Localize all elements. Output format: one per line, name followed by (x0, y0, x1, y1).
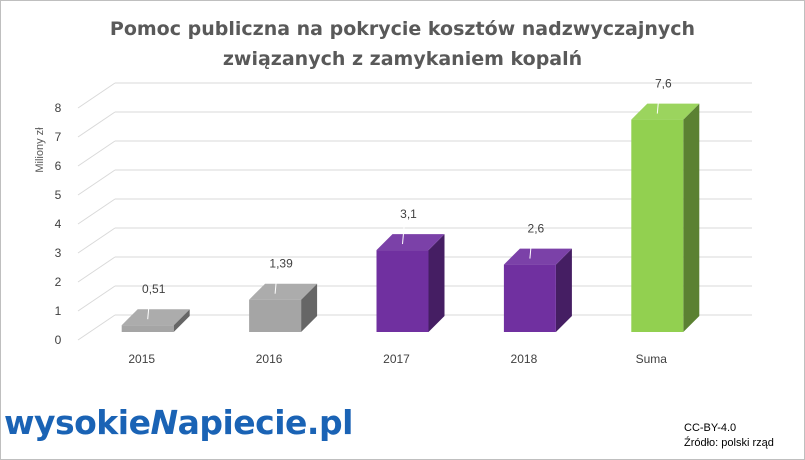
bars (121, 103, 700, 332)
y-tick-label: 7 (55, 130, 62, 144)
y-tick-label: 4 (55, 217, 62, 231)
y-tick-label: 0 (55, 333, 62, 347)
data-label: 0,51 (142, 282, 166, 296)
chart-title: Pomoc publiczna na pokrycie kosztów nadz… (0, 14, 805, 74)
data-label-leader (656, 91, 660, 114)
y-tick-label: 1 (55, 304, 62, 318)
data-label: 3,1 (400, 207, 417, 221)
data-label: 1,39 (269, 257, 293, 271)
bar-2017 (376, 234, 445, 332)
x-tick-label: Suma (636, 352, 668, 366)
y-tick-label: 8 (55, 101, 62, 115)
y-tick-label: 6 (55, 159, 62, 173)
gridline-diagonal (77, 198, 116, 225)
credits: CC-BY-4.0 Źródło: polski rząd (684, 421, 774, 451)
data-labels: 0,51 1,39 3,1 2,6 7,6 (142, 77, 672, 320)
x-tick-label: 2017 (383, 352, 410, 366)
y-axis-ticks: 0 1 2 3 4 5 6 7 8 (55, 101, 62, 347)
x-tick-label: 2018 (511, 352, 538, 366)
bar-side (683, 103, 700, 332)
logo-text-left: wysokie (4, 403, 151, 442)
wysokienapiecie-logo: wysokieNapiecie.pl (4, 403, 353, 442)
bar-top (631, 103, 700, 120)
x-axis-ticks: 2015 2016 2017 2018 Suma (128, 352, 667, 366)
y-axis-label: Miliony zł (34, 127, 46, 173)
gridline-diagonal (77, 314, 116, 341)
bar-front (249, 299, 302, 332)
bar-top (121, 309, 190, 326)
gridline-diagonal (77, 82, 116, 109)
data-label: 7,6 (655, 77, 672, 91)
y-tick-label: 2 (55, 275, 62, 289)
data-label-leader (274, 271, 278, 294)
bar-Suma (631, 103, 700, 332)
y-tick-label: 5 (55, 188, 62, 202)
x-tick-label: 2016 (256, 352, 283, 366)
bar-side (173, 309, 190, 332)
x-tick-label: 2015 (128, 352, 155, 366)
source-text: Źródło: polski rząd (684, 437, 774, 449)
bar-side (428, 234, 445, 332)
bar-2016 (249, 283, 318, 332)
gridline-diagonal (77, 111, 116, 138)
bar-front (503, 264, 556, 332)
data-label-leader (402, 222, 405, 245)
data-label-leader (147, 297, 151, 320)
gridline-diagonal (77, 256, 116, 283)
data-label: 2,6 (528, 222, 545, 236)
bar-front (121, 325, 174, 332)
bar-front (376, 250, 429, 332)
y-tick-label: 3 (55, 246, 62, 260)
gridline-diagonal (77, 227, 116, 254)
chart-title-line-1: Pomoc publiczna na pokrycie kosztów nadz… (109, 18, 696, 40)
bar-top (503, 248, 572, 265)
bar-side (555, 248, 572, 332)
gridline-diagonal (77, 140, 116, 167)
license-text: CC-BY-4.0 (684, 422, 737, 434)
bar-front (631, 119, 684, 332)
bar-side (301, 283, 318, 332)
bar-top (249, 283, 318, 300)
chart-title-line-2: związanych z zamykaniem kopalń (222, 48, 583, 70)
gridline-diagonal (77, 169, 116, 196)
bar-2018 (503, 248, 572, 332)
bar-2015 (121, 309, 190, 332)
logo-lightning-mark: N (150, 403, 178, 442)
bar-top (376, 234, 445, 251)
gridline-diagonal (77, 285, 116, 312)
data-label-leader (529, 236, 533, 259)
logo-text-right: apiecie.pl (177, 403, 354, 442)
